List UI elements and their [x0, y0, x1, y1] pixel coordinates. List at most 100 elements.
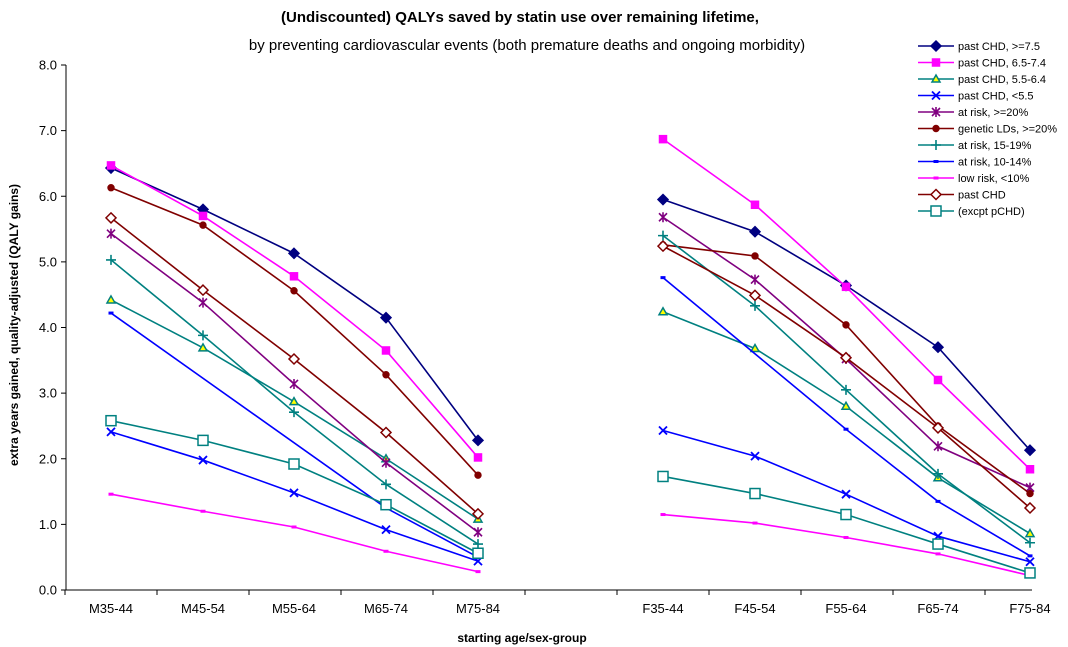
data-point [935, 499, 941, 503]
data-point [288, 458, 300, 470]
data-point [841, 282, 851, 292]
data-point [935, 552, 941, 556]
data-point [931, 421, 945, 434]
data-point [198, 297, 208, 308]
data-point [105, 414, 117, 427]
data-point [379, 311, 393, 324]
data-point [471, 507, 485, 520]
data-point [660, 276, 666, 280]
data-point [106, 427, 116, 437]
data-point [932, 538, 944, 550]
data-point [657, 306, 669, 316]
data-point [752, 521, 758, 525]
data-point [381, 346, 391, 355]
legend-label: past CHD, 6.5-7.4 [958, 58, 1046, 70]
y-tick-label: 3.0 [39, 386, 57, 401]
data-point [381, 457, 391, 468]
y-axis-title: extra years gained, quality-adjusted (QA… [7, 184, 21, 466]
data-point [197, 434, 209, 447]
data-point [658, 230, 668, 241]
legend-label: genetic LDs, >=20% [958, 124, 1057, 136]
data-point [1024, 567, 1036, 579]
data-point [287, 247, 301, 260]
legend-marker [931, 107, 941, 117]
data-point [750, 274, 760, 285]
data-point [749, 342, 761, 353]
data-point [1025, 465, 1035, 474]
series-line [662, 277, 1031, 557]
data-point [658, 425, 668, 436]
x-tick-label: F35-44 [642, 601, 683, 616]
data-point [749, 487, 761, 500]
legend-label: low risk, <10% [958, 173, 1029, 185]
y-tick-label: 2.0 [39, 451, 57, 466]
legend: past CHD, >=7.5 past CHD, 6.5-7.4 past CHD… [918, 39, 1057, 218]
series-6 [106, 230, 1035, 550]
legend-marker [930, 73, 942, 83]
data-point [289, 488, 299, 498]
data-point [473, 453, 483, 462]
data-point [105, 294, 117, 304]
data-point [289, 407, 299, 418]
data-point [381, 479, 391, 490]
legend-label: past CHD [958, 190, 1006, 202]
data-point [200, 509, 206, 513]
legend-item: at risk, 15-19% [918, 140, 1032, 152]
data-point [840, 508, 852, 521]
legend-item: past CHD, >=7.5 [918, 39, 1040, 53]
x-tick-label: M65-74 [364, 601, 408, 616]
data-point [106, 161, 116, 170]
x-tick-label: F75-84 [1009, 601, 1050, 616]
legend-marker [931, 140, 941, 150]
data-point [106, 228, 116, 239]
series-2 [105, 294, 1036, 538]
legend-marker [931, 90, 941, 101]
legend-label: past CHD, 5.5-6.4 [958, 74, 1046, 86]
data-point [933, 441, 943, 452]
series-line [662, 311, 1031, 535]
data-point [471, 434, 485, 447]
data-point [198, 455, 208, 465]
data-point [382, 371, 390, 379]
series-8 [108, 492, 1033, 578]
series-line [110, 493, 479, 573]
y-tick-label: 4.0 [39, 320, 57, 335]
data-point [379, 426, 393, 439]
series-line [110, 431, 479, 562]
data-point [198, 211, 208, 221]
legend-marker [929, 39, 943, 53]
x-tick-label: M75-84 [456, 601, 500, 616]
legend-marker [929, 188, 943, 201]
data-point [383, 549, 389, 553]
y-tick-label: 7.0 [39, 123, 57, 138]
data-point [657, 470, 669, 483]
legend-item: genetic LDs, >=20% [918, 124, 1057, 136]
data-point [658, 212, 668, 223]
data-point [474, 471, 482, 479]
chart-title: (Undiscounted) QALYs saved by statin use… [281, 9, 759, 26]
series-10 [105, 414, 1036, 579]
data-point [750, 451, 760, 461]
data-point [106, 254, 116, 265]
data-point [750, 300, 760, 311]
legend-marker [933, 176, 939, 180]
data-point [750, 200, 760, 210]
data-point [287, 352, 301, 366]
x-tick-label: M55-64 [272, 601, 316, 616]
data-point [660, 513, 666, 517]
series-9 [104, 211, 1037, 520]
data-point [198, 330, 208, 341]
data-point [1024, 528, 1036, 538]
data-point [748, 289, 762, 302]
data-point [658, 134, 668, 144]
data-point [841, 384, 851, 395]
data-point [381, 524, 391, 535]
data-point [104, 211, 118, 224]
data-point [933, 468, 943, 479]
data-point [1025, 557, 1035, 567]
series-line [662, 475, 1031, 574]
legend-item: (excpt pCHD) [918, 205, 1025, 218]
data-point [196, 284, 210, 297]
data-point [473, 527, 483, 538]
